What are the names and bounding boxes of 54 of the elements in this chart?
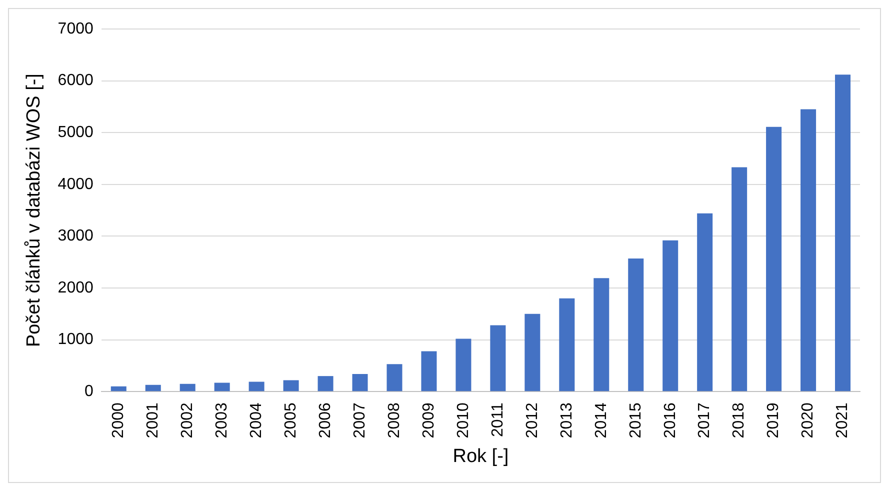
- bar: [386, 364, 402, 392]
- bar: [559, 298, 575, 392]
- x-tick-label: 2018: [730, 402, 748, 438]
- x-tick-label: 2015: [627, 402, 644, 438]
- y-tick-label: 6000: [58, 72, 94, 90]
- bar: [421, 351, 437, 392]
- bar: [318, 376, 334, 392]
- x-tick-label: 2019: [765, 402, 782, 438]
- bar: [145, 384, 161, 392]
- y-tick-label: 5000: [58, 124, 94, 142]
- y-tick-label: 1000: [58, 331, 94, 348]
- x-tick-label: 2004: [248, 402, 265, 438]
- bar: [628, 258, 644, 392]
- bar: [248, 382, 264, 392]
- bar: [800, 109, 816, 392]
- bar: [594, 278, 610, 392]
- x-tick-label: 2012: [524, 402, 541, 438]
- x-tick-label: 2013: [558, 402, 576, 438]
- bar: [490, 325, 506, 392]
- y-tick-label: 2000: [58, 279, 94, 296]
- bar: [214, 382, 230, 392]
- x-tick-label: 2011: [489, 402, 506, 438]
- x-tick-label: 2008: [386, 402, 403, 438]
- x-tick-label: 2020: [800, 402, 817, 438]
- y-tick-label: 0: [84, 383, 94, 400]
- bar: [766, 126, 782, 392]
- x-tick-label: 2005: [282, 402, 300, 438]
- x-tick-label: 2009: [420, 402, 438, 438]
- x-tick-label: 2010: [454, 402, 472, 438]
- x-tick-label: 2007: [351, 402, 368, 438]
- x-tick-label: 2021: [834, 402, 852, 438]
- bar: [697, 213, 713, 392]
- x-tick-label: 2000: [110, 402, 128, 438]
- x-axis-title: Rok [-]: [452, 446, 509, 467]
- y-axis-title: Počet článků v databázi WOS [-]: [24, 74, 45, 348]
- bar: [110, 386, 126, 392]
- y-tick-label: 7000: [58, 20, 94, 38]
- y-tick-label: 3000: [58, 228, 94, 245]
- bar: [352, 374, 368, 392]
- bar: [456, 338, 472, 392]
- bar: [662, 240, 678, 392]
- y-tick-label: 4000: [58, 176, 94, 193]
- x-tick-label: 2002: [179, 402, 196, 438]
- bar: [524, 314, 540, 392]
- bar: [732, 167, 748, 392]
- bar: [180, 384, 196, 392]
- x-tick-label: 2016: [662, 402, 679, 438]
- x-tick-label: 2001: [144, 402, 162, 438]
- x-tick-label: 2014: [592, 402, 610, 438]
- x-tick-label: 2006: [316, 402, 334, 438]
- bar: [835, 74, 851, 392]
- bar: [283, 380, 299, 392]
- x-tick-label: 2003: [213, 402, 230, 438]
- x-tick-label: 2017: [696, 402, 714, 438]
